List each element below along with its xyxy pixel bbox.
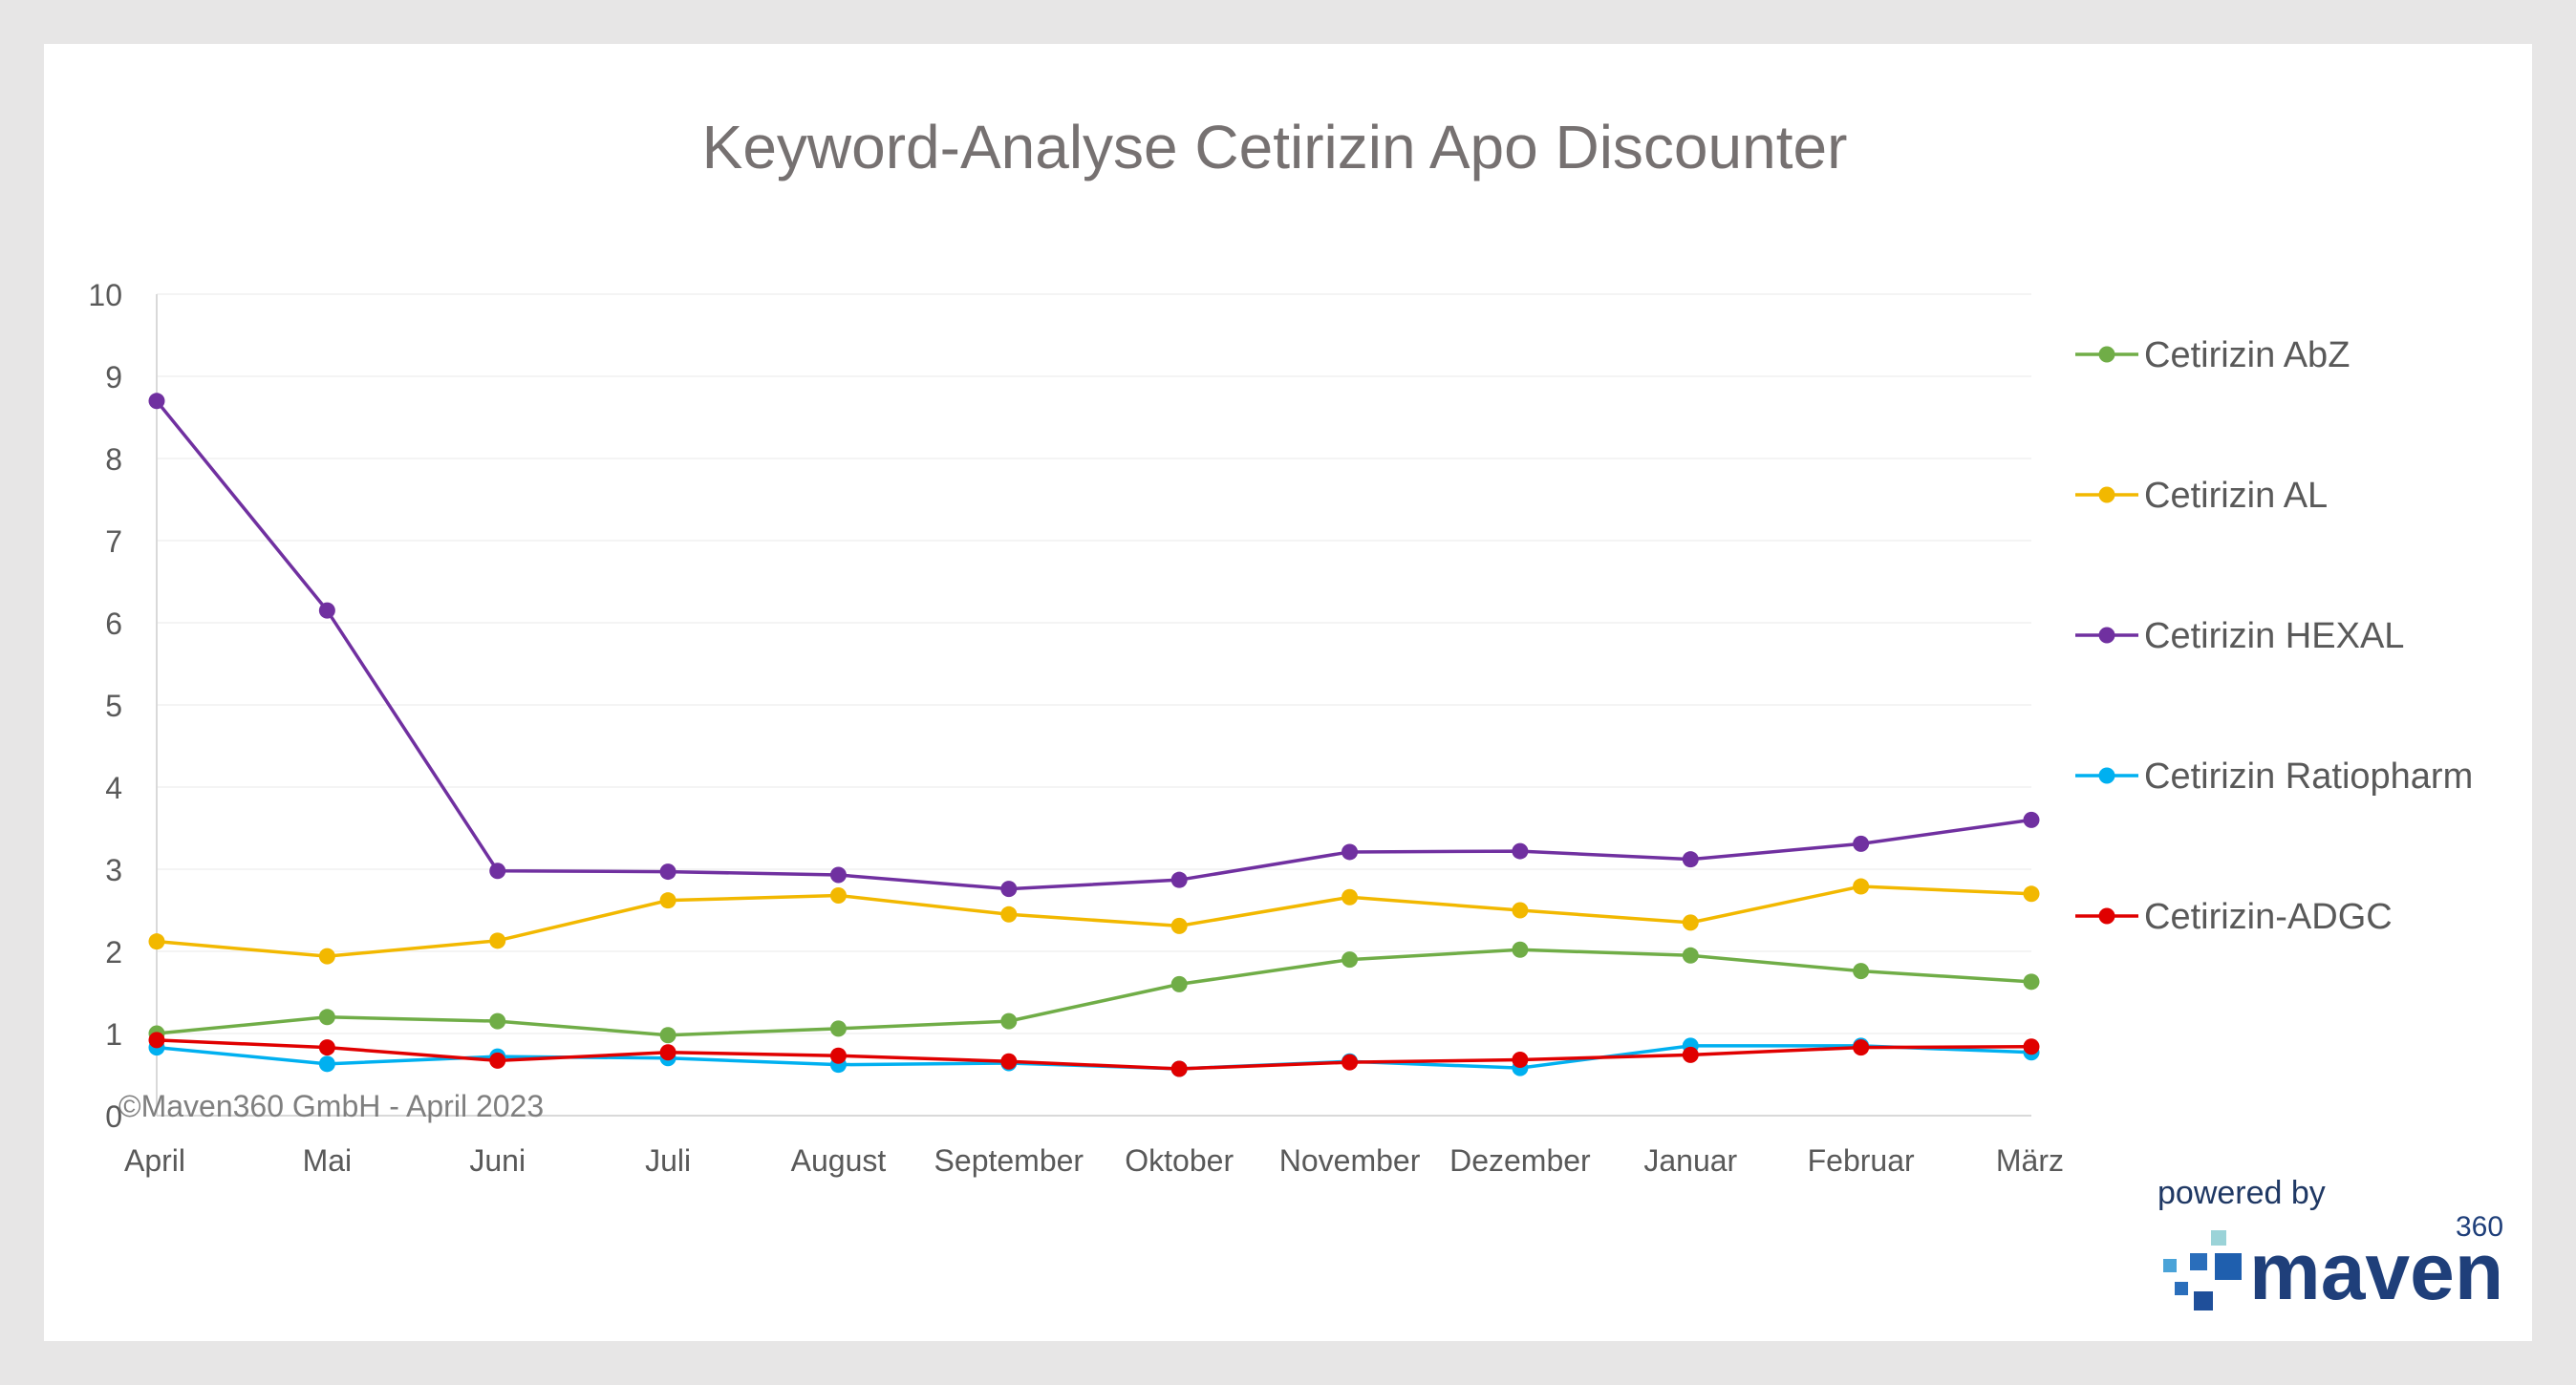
logo-superscript: 360 xyxy=(2456,1215,2503,1243)
data-point xyxy=(829,1020,847,1037)
series-line xyxy=(155,399,2032,891)
data-point xyxy=(1000,906,1018,923)
data-point xyxy=(1682,1046,1699,1063)
data-point xyxy=(659,863,676,881)
data-point xyxy=(1512,842,1529,860)
data-point xyxy=(318,602,335,619)
x-tick-label: August xyxy=(791,1143,887,1178)
legend-label: Cetirizin Ratiopharm xyxy=(2144,756,2473,797)
chart-title: Keyword-Analyse Cetirizin Apo Discounter xyxy=(702,113,1848,181)
logo-word: maven xyxy=(2249,1226,2503,1316)
legend-label: Cetirizin HEXAL xyxy=(2144,616,2404,656)
y-tick-label: 2 xyxy=(105,935,122,970)
data-point xyxy=(1512,1052,1529,1069)
data-point xyxy=(1853,963,1870,980)
data-point xyxy=(1512,902,1529,919)
y-tick-label: 4 xyxy=(105,771,122,805)
data-point xyxy=(1682,914,1699,931)
y-axis-ticks: 0 1 2 3 4 5 6 7 8 9 10 xyxy=(88,278,122,1134)
legend-swatch-marker xyxy=(2098,486,2115,503)
powered-by-label: powered by xyxy=(2157,1175,2326,1211)
copyright-footer: ©Maven360 GmbH - April 2023 xyxy=(118,1089,545,1123)
data-point xyxy=(659,1044,676,1061)
x-axis-ticks: April Mai Juni Juli August September Oktober No… xyxy=(124,1143,2064,1178)
y-tick-label: 5 xyxy=(105,689,122,723)
series-group xyxy=(148,393,2040,1077)
y-tick-label: 0 xyxy=(105,1099,122,1134)
data-point xyxy=(829,1047,847,1064)
data-point xyxy=(1682,947,1699,964)
data-point xyxy=(1342,951,1359,969)
x-tick-label: Oktober xyxy=(1125,1143,1234,1178)
series-line xyxy=(156,948,2032,1037)
data-point xyxy=(1000,881,1018,898)
data-point xyxy=(1853,835,1870,852)
data-point xyxy=(148,1032,165,1049)
data-point xyxy=(1342,843,1359,861)
data-point xyxy=(1512,941,1529,958)
data-point xyxy=(1853,1039,1870,1056)
data-point xyxy=(2023,973,2040,991)
data-point xyxy=(318,1009,335,1026)
data-point xyxy=(1170,975,1188,992)
legend-label: Cetirizin AL xyxy=(2144,476,2328,516)
x-tick-label: September xyxy=(934,1143,1084,1178)
data-point xyxy=(489,1012,506,1030)
x-tick-label: Mai xyxy=(303,1143,353,1178)
x-tick-label: Juni xyxy=(469,1143,526,1178)
data-point xyxy=(659,1027,676,1044)
chart-card: Keyword-Analyse Cetirizin Apo Discounter… xyxy=(44,44,2532,1341)
series-line xyxy=(156,1038,2032,1071)
data-point xyxy=(1853,878,1870,895)
line-chart: Keyword-Analyse Cetirizin Apo Discounter… xyxy=(88,113,2473,1178)
x-tick-label: April xyxy=(124,1143,185,1178)
legend-label: Cetirizin AbZ xyxy=(2144,335,2350,375)
data-point xyxy=(1000,1012,1018,1030)
legend-swatch-marker xyxy=(2098,767,2115,784)
x-tick-label: März xyxy=(1996,1143,2064,1178)
y-tick-label: 10 xyxy=(88,278,122,312)
data-point xyxy=(1342,888,1359,906)
data-point xyxy=(2023,885,2040,903)
y-tick-label: 6 xyxy=(105,607,122,641)
y-tick-label: 9 xyxy=(105,360,122,394)
x-tick-label: Juli xyxy=(645,1143,691,1178)
data-point xyxy=(659,892,676,909)
data-point xyxy=(1682,851,1699,868)
data-point xyxy=(318,948,335,965)
series-line xyxy=(156,884,2032,958)
x-tick-label: November xyxy=(1279,1143,1421,1178)
data-point xyxy=(1170,917,1188,934)
legend-swatch-marker xyxy=(2098,627,2115,644)
data-point xyxy=(318,1039,335,1056)
legend-swatch-marker xyxy=(2098,346,2115,363)
x-tick-label: Januar xyxy=(1643,1143,1737,1178)
legend-label: Cetirizin-ADGC xyxy=(2144,897,2393,937)
gridlines xyxy=(156,293,2031,1117)
data-point xyxy=(1170,1060,1188,1077)
data-point xyxy=(1342,1054,1359,1071)
data-point xyxy=(318,1055,335,1073)
data-point xyxy=(2023,1038,2040,1055)
data-point xyxy=(148,393,165,410)
legend: Cetirizin AbZ Cetirizin AL Cetirizin HEXAL… xyxy=(2075,335,2473,937)
data-point xyxy=(489,932,506,949)
x-tick-label: Dezember xyxy=(1449,1143,1591,1178)
data-point xyxy=(829,866,847,884)
data-point xyxy=(489,863,506,880)
legend-swatch-marker xyxy=(2098,907,2115,925)
y-tick-label: 3 xyxy=(105,853,122,887)
data-point xyxy=(1000,1053,1018,1070)
data-point xyxy=(2023,811,2040,828)
x-tick-label: Februar xyxy=(1808,1143,1915,1178)
data-point xyxy=(829,887,847,905)
data-point xyxy=(148,933,165,950)
y-tick-label: 7 xyxy=(105,524,122,559)
data-point xyxy=(489,1052,506,1069)
y-tick-label: 1 xyxy=(105,1017,122,1052)
maven360-logo: maven 360 xyxy=(2163,1215,2503,1316)
data-point xyxy=(1170,871,1188,888)
y-tick-label: 8 xyxy=(105,442,122,477)
